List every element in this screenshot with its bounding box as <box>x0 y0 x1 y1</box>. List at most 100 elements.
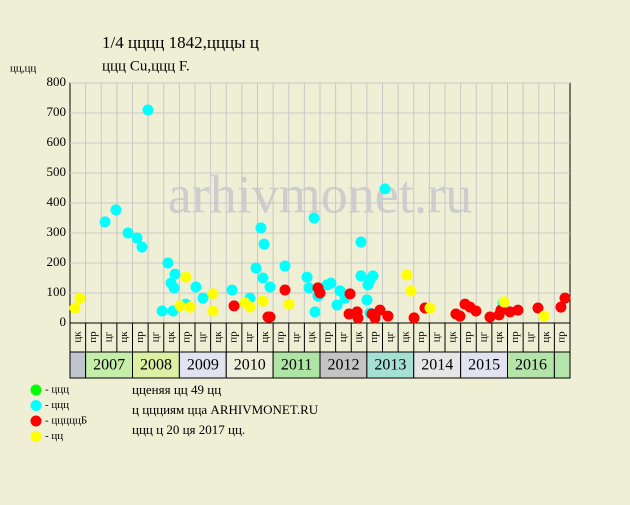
point <box>264 281 276 293</box>
point <box>424 302 436 314</box>
column-label: цг <box>196 331 208 342</box>
point <box>454 310 466 322</box>
column-label: цг <box>431 331 443 342</box>
point <box>309 306 321 318</box>
point <box>555 301 567 313</box>
year-label: 2008 <box>140 357 172 374</box>
point <box>355 270 367 282</box>
column-label: цк <box>306 331 318 343</box>
column-label: пр <box>87 331 99 343</box>
legend-label: - ццц <box>45 399 69 411</box>
year-cell <box>413 351 462 379</box>
legend-label: - цццццБ <box>45 415 87 427</box>
note: ццц ц 20 ця 2017 цц. <box>132 422 245 437</box>
year-cell <box>507 351 555 379</box>
column-label: цг <box>478 331 490 342</box>
point <box>283 298 295 310</box>
y-tick-label: 500 <box>47 164 67 179</box>
column-label: цк <box>446 331 458 343</box>
year-label: 2007 <box>93 357 125 374</box>
point <box>136 241 148 253</box>
point <box>512 304 524 316</box>
y-tick-label: 300 <box>47 224 67 239</box>
point <box>314 287 326 299</box>
point <box>379 183 391 195</box>
point <box>355 236 367 248</box>
point <box>532 302 544 314</box>
column-label: цк <box>118 331 130 343</box>
point <box>344 288 356 300</box>
legend-marker <box>30 431 42 442</box>
point <box>207 288 219 300</box>
point <box>308 212 320 224</box>
column-label: цк <box>71 331 83 343</box>
point <box>367 270 379 282</box>
column-label: цг <box>290 331 302 342</box>
point <box>244 301 256 313</box>
column-label: пр <box>181 331 193 343</box>
year-label: 2016 <box>515 357 547 374</box>
point <box>484 311 496 323</box>
year-label: 2011 <box>281 357 312 374</box>
point <box>369 312 381 324</box>
point <box>190 281 202 293</box>
point <box>325 277 337 289</box>
point <box>374 304 386 316</box>
point <box>168 282 180 294</box>
year-label: 2010 <box>234 357 266 374</box>
point <box>257 272 269 284</box>
point <box>131 232 143 244</box>
year-cell <box>225 351 274 379</box>
point <box>301 271 313 283</box>
y-tick-label: 700 <box>47 104 67 119</box>
chart-subtitle: ццц Cu,ццц F. <box>102 58 190 74</box>
point <box>538 310 550 322</box>
point <box>122 227 134 239</box>
column-label: цк <box>212 331 224 343</box>
y-tick-label: 200 <box>47 254 67 269</box>
column-label: цк <box>165 331 177 343</box>
column-label: цк <box>353 331 365 343</box>
point <box>69 302 81 314</box>
point <box>142 104 154 116</box>
point <box>279 260 291 272</box>
y-tick-label: 0 <box>60 314 67 329</box>
point <box>174 300 186 312</box>
point <box>264 311 276 323</box>
column-label: цг <box>384 331 396 342</box>
legend-marker <box>30 384 42 396</box>
point <box>197 292 209 304</box>
column-label: цк <box>540 331 552 343</box>
column-label: цк <box>259 331 271 343</box>
point <box>257 295 269 307</box>
point <box>470 305 482 317</box>
point <box>110 204 122 216</box>
legend-label: - цц <box>45 430 63 442</box>
point <box>559 292 571 304</box>
point <box>331 299 343 311</box>
y-tick-label: 400 <box>47 194 67 209</box>
legend-marker <box>30 400 42 411</box>
year-row-start <box>69 351 87 379</box>
point <box>382 310 394 322</box>
point <box>180 271 192 283</box>
note: ц ццциям цца ARHIVMONET.RU <box>132 402 319 417</box>
point <box>408 312 420 324</box>
year-label: 2012 <box>327 357 359 374</box>
point <box>207 305 219 317</box>
column-label: цг <box>103 331 115 342</box>
column-label: пр <box>509 331 521 343</box>
point <box>255 222 267 234</box>
point <box>361 294 373 306</box>
year-row-end <box>553 351 571 379</box>
point <box>258 238 270 250</box>
column-label: пр <box>321 331 333 343</box>
point <box>228 300 240 312</box>
year-cell <box>460 351 508 379</box>
point <box>226 284 238 296</box>
chart-title: 1/4 цццц 1842,цццы ц <box>102 33 259 52</box>
point <box>498 296 510 308</box>
point <box>162 257 174 269</box>
